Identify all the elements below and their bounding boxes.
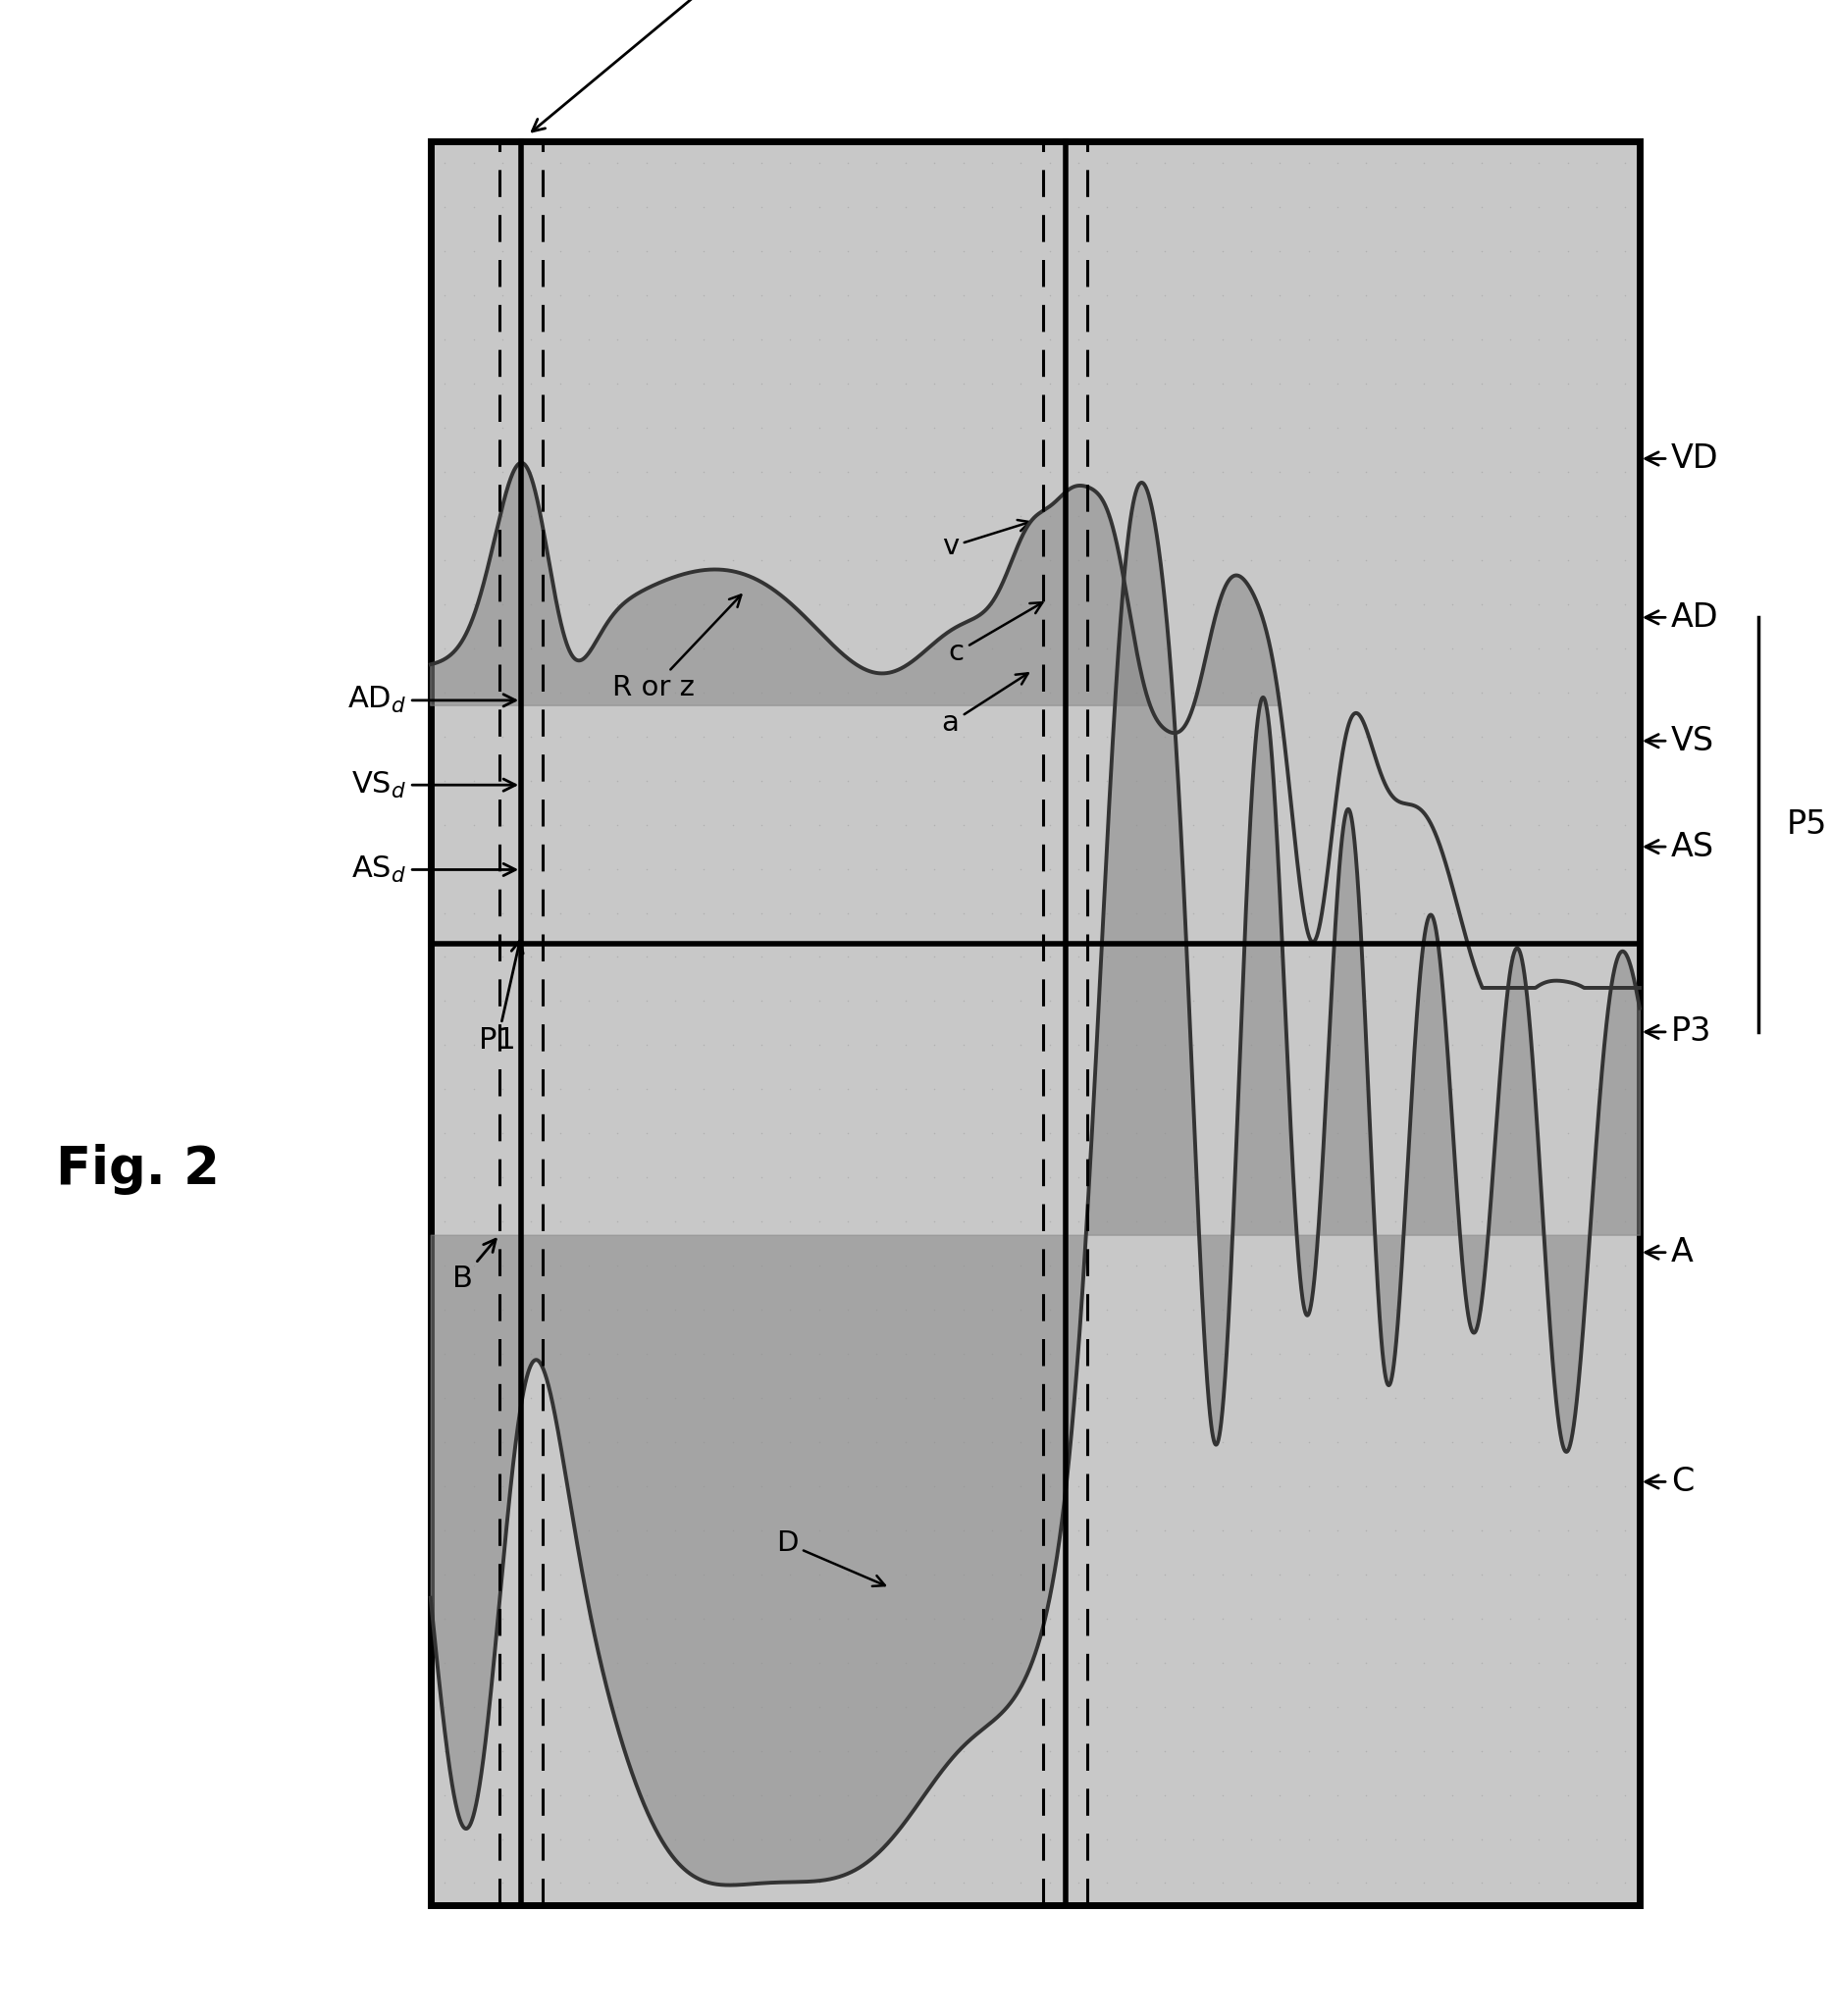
Text: AD$_d$: AD$_d$ [348, 685, 515, 716]
Text: AS: AS [1645, 831, 1715, 863]
Text: VS$_d$: VS$_d$ [352, 770, 515, 800]
Text: Fig. 2: Fig. 2 [55, 1143, 220, 1195]
Text: C: C [1645, 1466, 1693, 1498]
Text: AS$_d$: AS$_d$ [352, 855, 515, 885]
Text: v: v [942, 520, 1030, 560]
Text: P5: P5 [1786, 808, 1827, 841]
Text: VS: VS [1645, 724, 1715, 758]
Text: A: A [1645, 1236, 1693, 1268]
Text: B: B [453, 1240, 496, 1292]
Text: D: D [777, 1530, 885, 1587]
Text: c: c [949, 603, 1042, 667]
Text: a: a [942, 673, 1028, 738]
Bar [431, 141, 1640, 1905]
Text: R or z: R or z [612, 595, 742, 702]
Text: P1: P1 [478, 941, 524, 1054]
Text: VD: VD [1645, 442, 1718, 476]
Text: AD: AD [1645, 601, 1718, 633]
Text: VD$_d$: VD$_d$ [531, 0, 751, 131]
Text: P3: P3 [1645, 1016, 1711, 1048]
